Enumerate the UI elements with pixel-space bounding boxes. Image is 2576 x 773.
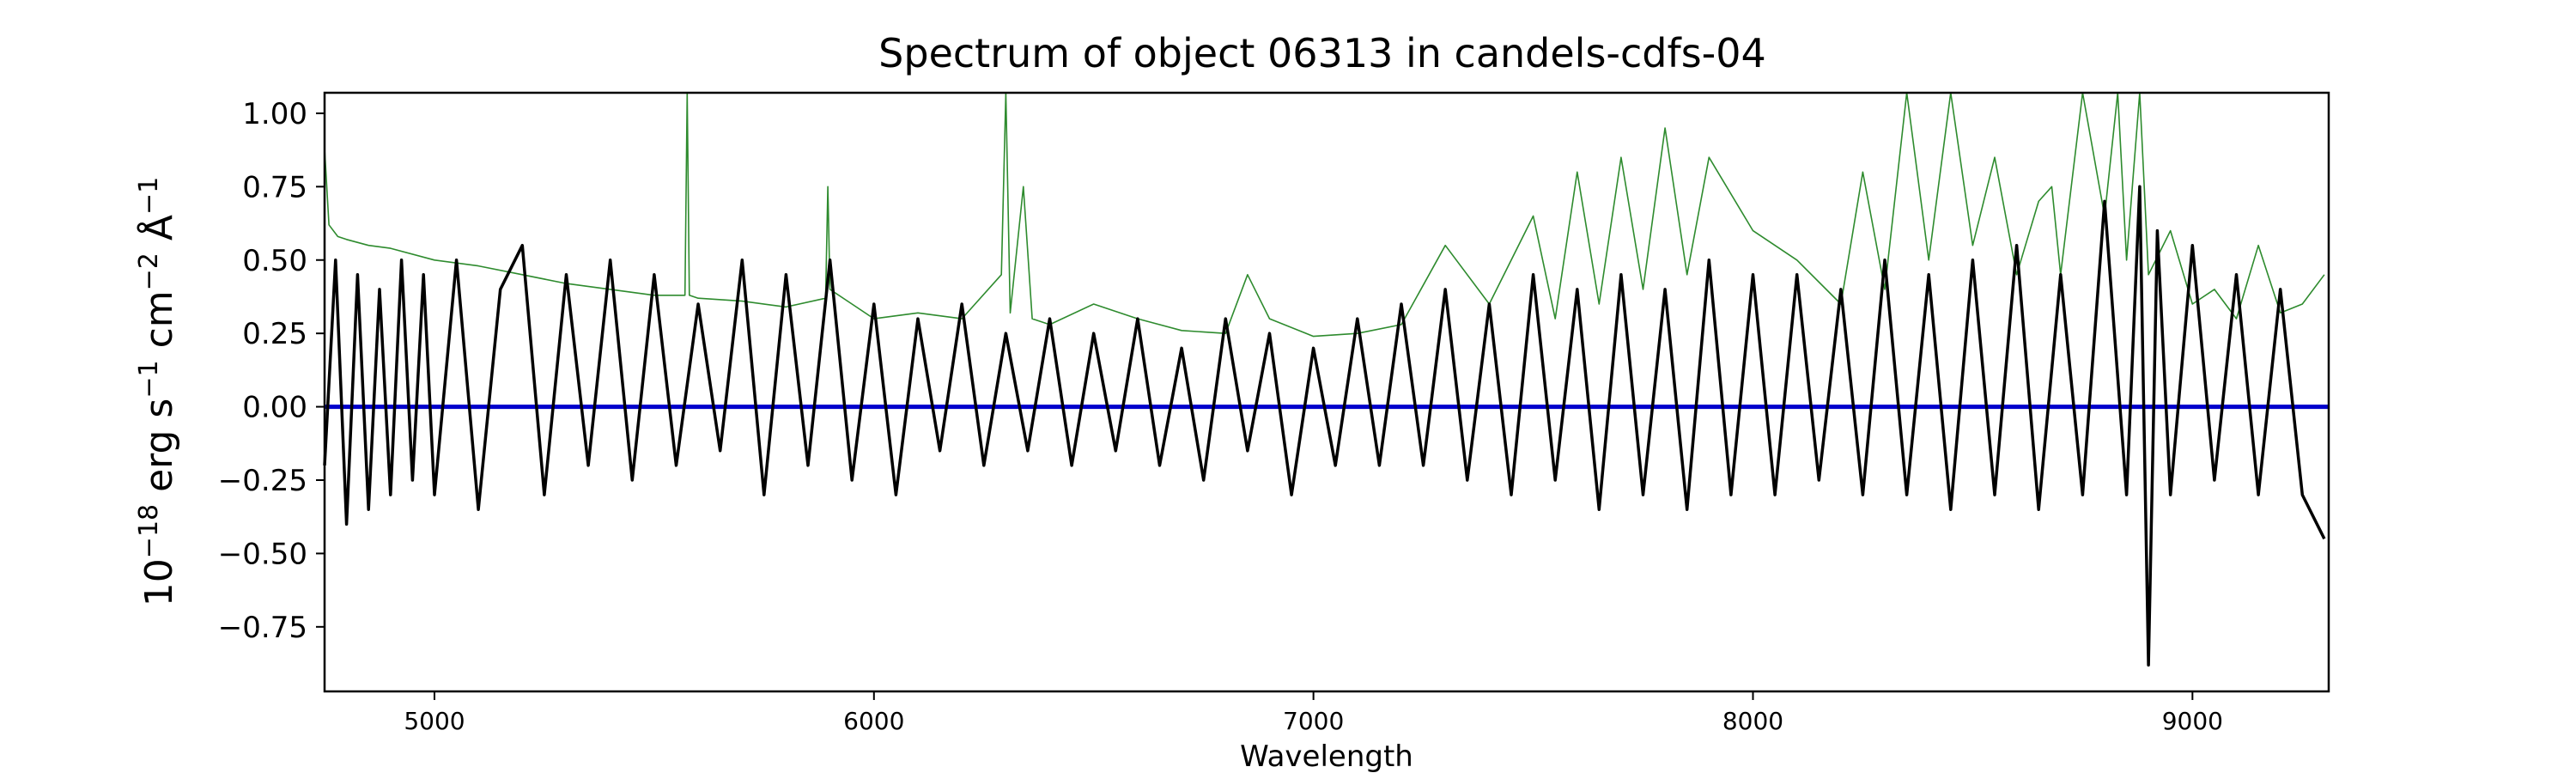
y-tick-label: −0.50	[218, 537, 307, 571]
x-axis: 5000 6000 7000 8000 9000	[404, 691, 2223, 735]
x-tick-label: 5000	[404, 707, 465, 735]
series-layer	[323, 92, 2329, 667]
y-tick-label: 1.00	[242, 97, 307, 131]
x-tick-label: 6000	[843, 707, 904, 735]
y-axis-label-part: cm	[137, 290, 181, 360]
y-axis-label-part: Å	[136, 215, 181, 253]
y-axis-label-exponent: −1	[134, 360, 164, 398]
y-axis-label-part: 10	[137, 558, 181, 606]
y-axis: 1.00 0.75 0.50 0.25 0.00 −0.25 −0.50 −0.75	[218, 97, 325, 645]
y-tick-label: 0.25	[242, 317, 307, 351]
chart-title: Spectrum of object 06313 in candels-cdfs…	[878, 30, 1766, 76]
y-axis-label: 10−18 erg s−1 cm−2 Å−1	[134, 177, 182, 606]
y-axis-label-exponent: −18	[134, 504, 164, 558]
series-line-flux	[323, 185, 2326, 667]
y-tick-label: −0.75	[218, 611, 307, 645]
y-tick-label: 0.50	[242, 244, 307, 278]
y-axis-label-exponent: −1	[134, 177, 164, 215]
y-tick-label: −0.25	[218, 464, 307, 498]
y-tick-label: 0.00	[242, 391, 307, 425]
x-tick-label: 8000	[1722, 707, 1783, 735]
plot-area	[323, 91, 2330, 693]
x-tick-label: 7000	[1283, 707, 1344, 735]
plot-frame	[323, 91, 2330, 693]
x-tick-label: 9000	[2162, 707, 2223, 735]
y-axis-label-exponent: −2	[134, 253, 164, 290]
y-axis-label-part: erg s	[137, 399, 181, 504]
y-tick-label: 0.75	[242, 170, 307, 204]
x-axis-label: Wavelength	[1240, 740, 1413, 773]
series-line-error	[324, 92, 2325, 338]
